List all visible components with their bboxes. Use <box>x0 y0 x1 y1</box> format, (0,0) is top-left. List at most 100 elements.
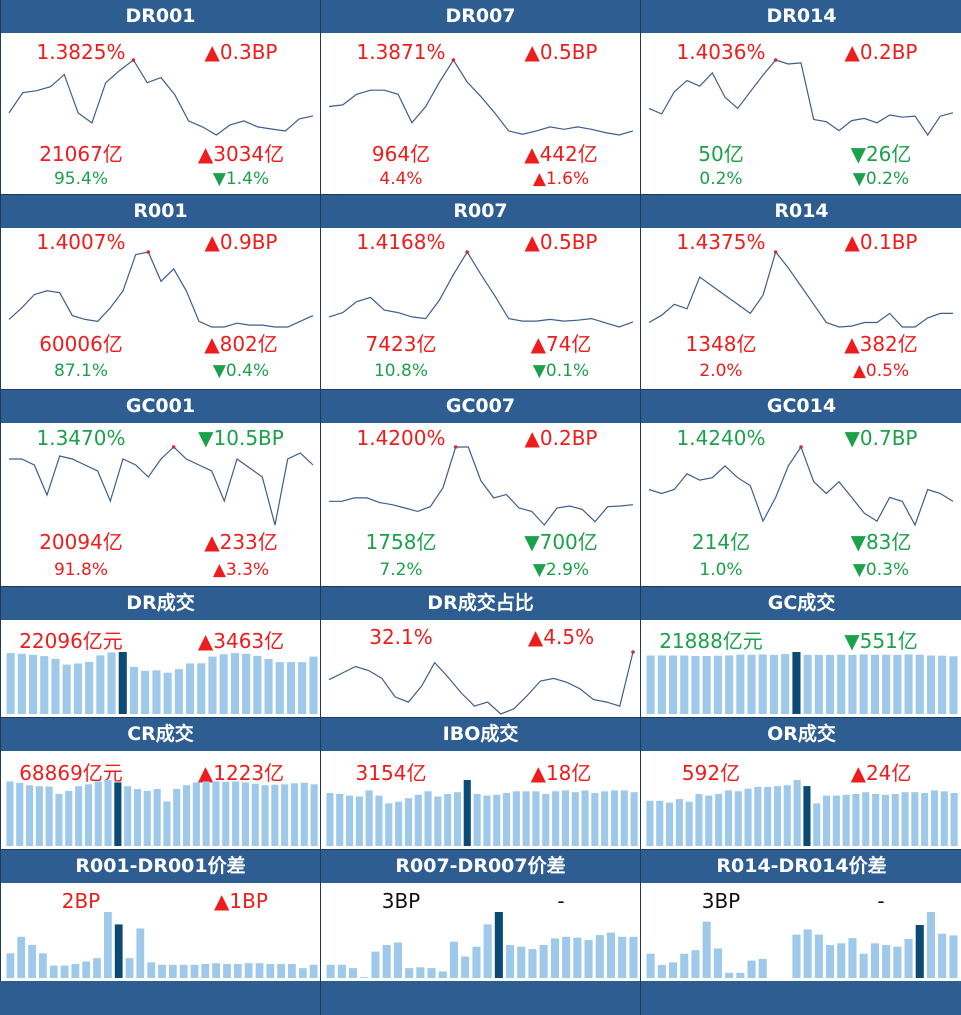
bar <box>219 654 228 714</box>
value-left: 1.4375% <box>676 230 766 254</box>
bar <box>657 655 666 714</box>
panel-title: R014-DR014价差 <box>641 850 961 883</box>
sparkline-chart <box>6 652 318 714</box>
bar <box>793 780 801 846</box>
bar <box>192 782 200 846</box>
bar <box>449 941 458 978</box>
bar <box>17 936 26 979</box>
value-right: ▲1223亿 <box>197 761 285 785</box>
bar <box>60 965 69 978</box>
bar <box>6 953 15 979</box>
bar-highlight <box>494 912 503 978</box>
panel-gc001-6: GC001 1.3470% ▼10.5BP 20094亿 ▲233亿 91.8% ▲3.3% <box>1 390 321 587</box>
value-right: ▼0.2% <box>852 169 910 189</box>
value-left: 1.4200% <box>356 426 446 450</box>
bar <box>691 656 700 714</box>
bar <box>424 791 432 846</box>
bar <box>610 790 618 846</box>
bar-highlight <box>803 786 811 846</box>
value-left: 1.4036% <box>676 40 766 64</box>
bar <box>814 934 823 978</box>
bar <box>803 654 812 714</box>
panel-gc014-8: GC014 1.4240% ▼0.7BP 214亿 ▼83亿 1.0% ▼0.3% <box>641 390 961 587</box>
bar <box>6 781 14 846</box>
bar <box>702 921 711 978</box>
panel-title: OR成交 <box>641 718 961 751</box>
bar <box>522 791 530 846</box>
bar <box>75 786 83 846</box>
bar <box>571 792 579 846</box>
bar <box>298 968 307 978</box>
bar <box>852 793 860 846</box>
bar <box>725 972 734 978</box>
bar <box>685 801 693 846</box>
bar <box>764 786 772 846</box>
value-right: ▼0.7BP <box>844 426 918 450</box>
bar <box>930 790 938 846</box>
bar <box>792 934 801 978</box>
bar <box>473 793 481 846</box>
bar <box>275 662 284 714</box>
bar <box>813 803 821 846</box>
bar <box>183 785 191 846</box>
bar <box>382 945 391 978</box>
bar-highlight <box>463 780 471 846</box>
value-right: ▲0.5BP <box>524 40 598 64</box>
sparkline-chart <box>646 780 958 846</box>
bar <box>915 654 924 714</box>
bar <box>158 964 166 978</box>
bar <box>35 786 43 846</box>
panel-r014-dr014-17: R014-DR014价差 3BP - <box>641 850 961 981</box>
bar <box>179 964 188 978</box>
bar <box>783 785 791 846</box>
value-right: ▼2.9% <box>532 560 590 580</box>
bar <box>620 790 628 846</box>
sparkline-chart <box>648 58 954 137</box>
series-line <box>648 445 954 527</box>
bar <box>472 946 481 978</box>
panel-title: DR014 <box>641 0 961 33</box>
bar <box>773 786 781 846</box>
bar <box>45 786 53 846</box>
sparkline-chart <box>326 780 638 846</box>
bar <box>416 967 425 978</box>
bar <box>926 655 935 714</box>
bar <box>724 790 732 846</box>
value-right: ▲0.2BP <box>844 40 918 64</box>
bar <box>506 945 515 978</box>
bar <box>921 793 929 846</box>
sparkline-chart <box>646 912 958 978</box>
bar <box>734 791 742 846</box>
bar <box>705 795 713 846</box>
bar <box>277 964 285 978</box>
bar <box>680 953 689 978</box>
row-divider <box>1 389 961 390</box>
bar <box>904 654 913 714</box>
bar <box>173 789 181 846</box>
series-line <box>328 250 634 328</box>
panel-gc007-7: GC007 1.4200% ▲0.2BP 1758亿 ▼700亿 7.2% ▼2.9% <box>321 390 641 587</box>
panel-title: IBO成交 <box>321 718 640 751</box>
panel-title: R014 <box>641 195 961 228</box>
value-left: 20094亿 <box>39 530 123 554</box>
panel-title: R001-DR001价差 <box>1 850 320 883</box>
value-right: ▲3034亿 <box>197 142 285 166</box>
value-left: 964亿 <box>371 142 431 166</box>
bar <box>901 792 909 846</box>
bar <box>736 654 745 714</box>
bar <box>202 781 210 846</box>
max-point-marker <box>631 650 635 654</box>
bar <box>136 928 145 978</box>
bar <box>503 793 511 846</box>
bar <box>618 936 627 979</box>
bar <box>405 968 414 978</box>
bar <box>862 792 870 846</box>
panel-dr-9: DR成交 22096亿元 ▲3463亿 <box>1 587 321 718</box>
bar <box>55 793 63 846</box>
bar <box>337 964 346 978</box>
value-right: - <box>557 889 565 913</box>
bar <box>26 785 34 846</box>
value-right: ▲4.5% <box>527 625 595 649</box>
value-right: ▼0.1% <box>532 361 590 381</box>
bar <box>666 802 674 846</box>
